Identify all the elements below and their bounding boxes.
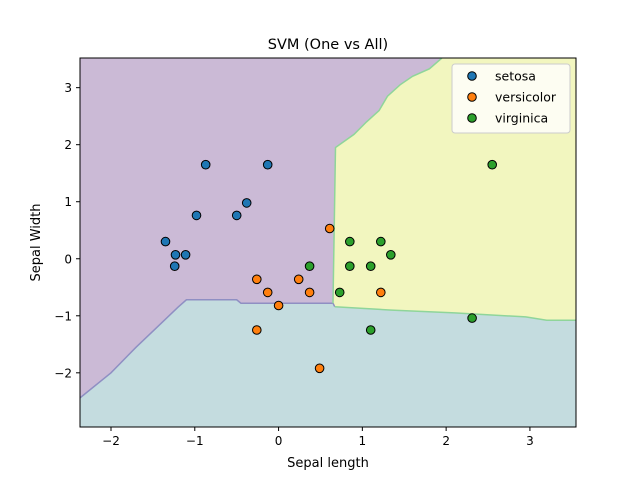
data-point-versicolor: [273, 300, 284, 311]
data-point-setosa: [200, 159, 211, 170]
boundary-setosa-versicolor: [80, 299, 336, 399]
data-point-virginica: [467, 313, 477, 323]
data-point-setosa: [160, 236, 171, 247]
x-axis-label: Sepal length: [287, 456, 369, 471]
boundary-versicolor-virginica: [334, 305, 576, 322]
x-tick-label: 2: [442, 434, 450, 448]
y-tick-label: −1: [54, 309, 72, 323]
legend-label-virginica: virginica: [495, 111, 548, 126]
data-point-setosa: [262, 159, 273, 170]
y-tick-label: 3: [64, 81, 72, 95]
x-tick-label: −2: [102, 434, 120, 448]
data-point-virginica: [487, 159, 498, 170]
data-point-setosa: [231, 210, 242, 221]
data-point-setosa: [191, 210, 202, 221]
region-versicolor: [80, 299, 576, 427]
data-points: [160, 159, 498, 374]
plot-frame: [79, 57, 577, 428]
data-point-setosa: [169, 261, 180, 272]
legend-box: [451, 63, 571, 134]
data-point-virginica: [365, 325, 376, 335]
y-tick-label: −2: [54, 366, 72, 380]
data-point-setosa: [180, 250, 191, 260]
data-point-virginica: [376, 236, 386, 247]
boundary-setosa-virginica: [332, 58, 443, 304]
y-tick-label: 0: [64, 252, 72, 266]
x-tick-label: 0: [275, 434, 283, 448]
data-point-setosa: [241, 198, 252, 208]
y-axis-label: Sepal Width: [29, 204, 44, 282]
data-point-versicolor: [262, 287, 273, 298]
x-tick-label: 1: [359, 434, 367, 448]
data-point-versicolor: [293, 274, 304, 285]
y-axis-ticks: −2 −1 0 1 2 3: [54, 81, 80, 380]
y-tick-label: 2: [64, 138, 72, 152]
legend-marker-versicolor: [467, 92, 477, 102]
x-axis-ticks: −2 −1 0 1 2 3: [102, 427, 534, 448]
chart-title: SVM (One vs All): [268, 37, 388, 53]
x-tick-label: 3: [526, 434, 534, 448]
x-tick-label: −1: [186, 434, 204, 448]
legend-label-setosa: setosa: [495, 69, 536, 84]
data-point-virginica: [345, 236, 355, 247]
data-point-versicolor: [251, 274, 262, 285]
data-point-virginica: [345, 261, 355, 272]
legend-marker-virginica: [467, 113, 477, 123]
data-point-versicolor: [324, 223, 335, 234]
legend: setosa versicolor virginica: [451, 63, 571, 134]
data-point-versicolor: [251, 325, 262, 335]
data-point-virginica: [334, 287, 345, 298]
data-point-setosa: [170, 250, 181, 260]
data-point-versicolor: [304, 287, 315, 298]
data-point-virginica: [304, 261, 315, 272]
data-point-versicolor: [314, 363, 325, 374]
data-point-virginica: [386, 250, 396, 260]
decision-boundaries: [80, 58, 576, 399]
data-point-versicolor: [376, 287, 386, 298]
region-setosa: [80, 58, 442, 398]
data-point-virginica: [365, 261, 376, 272]
legend-label-versicolor: versicolor: [495, 90, 557, 105]
legend-marker-setosa: [467, 71, 477, 81]
y-tick-label: 1: [64, 195, 72, 209]
